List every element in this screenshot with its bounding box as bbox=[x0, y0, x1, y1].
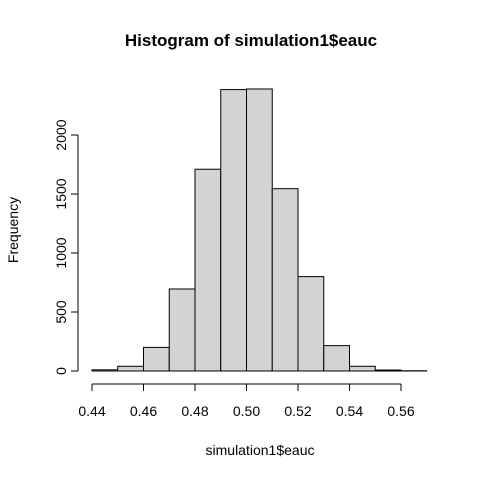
x-tick-label: 0.54 bbox=[336, 403, 363, 419]
histogram-bar-4 bbox=[194, 168, 222, 372]
x-tick-label: 0.56 bbox=[387, 403, 414, 419]
y-axis: 0 500 1000 1500 2000 bbox=[53, 119, 79, 375]
y-tick-label: 1000 bbox=[53, 237, 69, 268]
x-tick-label: 0.46 bbox=[130, 403, 157, 419]
x-tick-label: 0.44 bbox=[78, 403, 105, 419]
bars-group bbox=[91, 88, 428, 372]
y-tick-label: 2000 bbox=[53, 119, 69, 150]
histogram-bar-2 bbox=[143, 346, 170, 372]
histogram-bar-11 bbox=[374, 369, 402, 372]
x-tick-label: 0.50 bbox=[233, 403, 260, 419]
histogram-bar-9 bbox=[323, 345, 350, 372]
y-tick-label: 1500 bbox=[53, 178, 69, 209]
x-axis: 0.44 0.46 0.48 0.50 0.52 0.54 0.56 bbox=[78, 383, 415, 419]
histogram-bar-0 bbox=[91, 369, 119, 372]
histogram-bar-10 bbox=[349, 365, 376, 372]
y-tick-label: 500 bbox=[53, 300, 69, 324]
histogram-bar-1 bbox=[117, 365, 144, 372]
x-tick-label: 0.48 bbox=[181, 403, 208, 419]
histogram-bar-8 bbox=[297, 276, 325, 372]
histogram-bar-5 bbox=[220, 89, 247, 372]
x-tick-label: 0.52 bbox=[284, 403, 311, 419]
histogram-bar-3 bbox=[168, 288, 196, 372]
histogram-bar-7 bbox=[271, 188, 299, 372]
chart-title: Histogram of simulation1$eauc bbox=[125, 31, 377, 50]
x-axis-label: simulation1$eauc bbox=[206, 442, 315, 458]
y-tick-label: 0 bbox=[53, 367, 69, 375]
y-axis-label: Frequency bbox=[5, 197, 21, 263]
histogram-bar-6 bbox=[246, 88, 273, 372]
